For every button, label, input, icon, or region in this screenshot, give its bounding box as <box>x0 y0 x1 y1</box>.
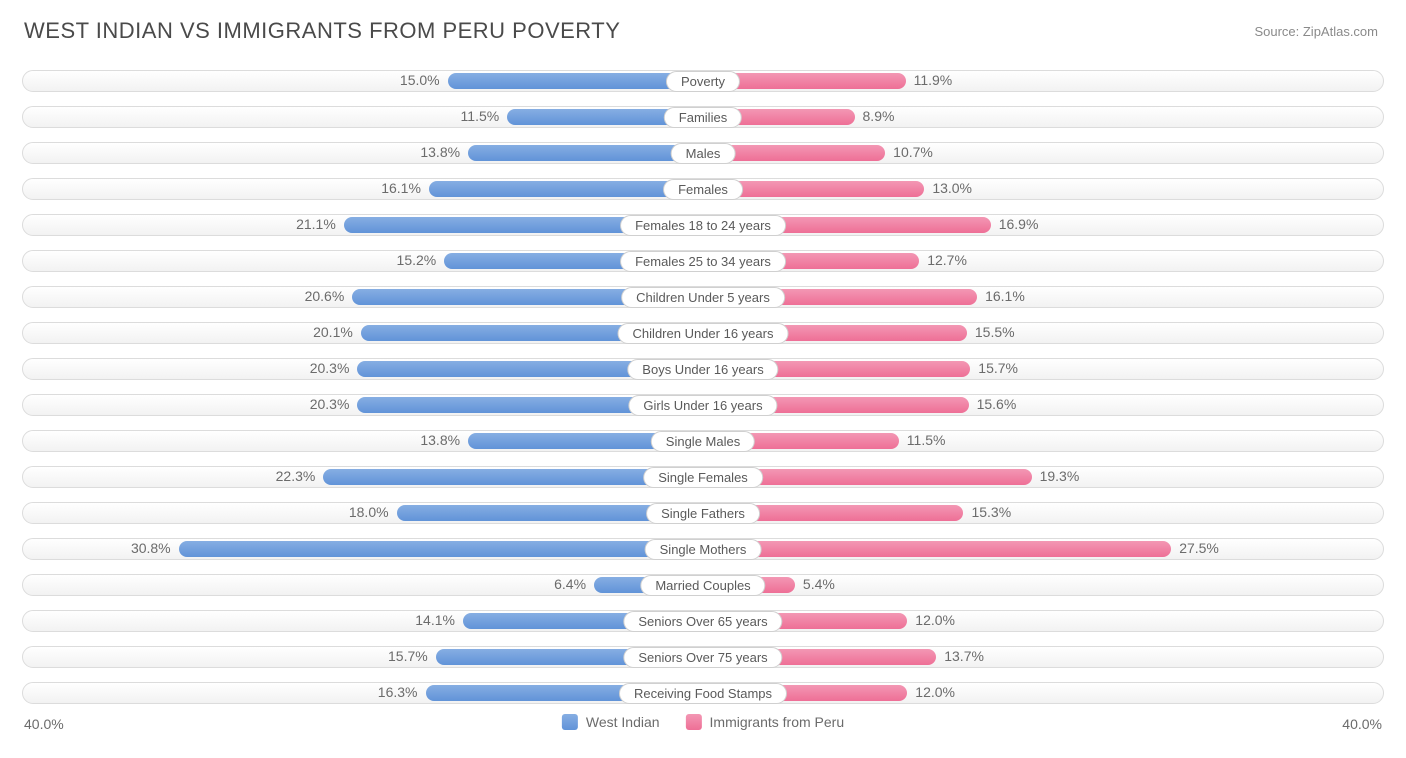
value-right: 16.9% <box>999 216 1039 232</box>
category-label: Single Fathers <box>646 503 760 524</box>
chart-row: 15.0% 11.9% Poverty <box>22 64 1384 96</box>
category-label: Females 18 to 24 years <box>620 215 786 236</box>
chart-row: 20.3% 15.6% Girls Under 16 years <box>22 388 1384 420</box>
value-right: 19.3% <box>1040 468 1080 484</box>
value-right: 15.5% <box>975 324 1015 340</box>
source-attribution: Source: ZipAtlas.com <box>1254 24 1378 39</box>
chart-container: WEST INDIAN VS IMMIGRANTS FROM PERU POVE… <box>0 0 1406 758</box>
chart-area: 15.0%11.9%Poverty11.5%8.9%Families13.8%1… <box>22 64 1384 700</box>
legend: West Indian Immigrants from Peru <box>562 714 844 730</box>
source-name: ZipAtlas.com <box>1303 24 1378 39</box>
chart-row: 22.3% 19.3% Single Females <box>22 460 1384 492</box>
legend-item-immigrants-peru: Immigrants from Peru <box>686 714 845 730</box>
value-right: 12.0% <box>915 612 955 628</box>
value-right: 12.7% <box>927 252 967 268</box>
value-left: 6.4% <box>554 576 586 592</box>
category-label: Receiving Food Stamps <box>619 683 787 704</box>
category-label: Boys Under 16 years <box>627 359 778 380</box>
category-label: Children Under 5 years <box>621 287 785 308</box>
category-label: Families <box>664 107 742 128</box>
bar-immigrants-peru <box>703 541 1171 557</box>
value-right: 12.0% <box>915 684 955 700</box>
chart-row: 30.8% 27.5% Single Mothers <box>22 532 1384 564</box>
value-right: 13.0% <box>932 180 972 196</box>
chart-row: 15.2% 12.7% Females 25 to 34 years <box>22 244 1384 276</box>
category-label: Poverty <box>666 71 740 92</box>
chart-row: 16.1% 13.0% Females <box>22 172 1384 204</box>
value-right: 8.9% <box>863 108 895 124</box>
value-left: 20.6% <box>305 288 345 304</box>
legend-item-west-indian: West Indian <box>562 714 660 730</box>
value-right: 11.5% <box>907 432 946 448</box>
value-left: 16.3% <box>378 684 418 700</box>
chart-row: 20.6% 16.1% Children Under 5 years <box>22 280 1384 312</box>
category-label: Single Males <box>651 431 755 452</box>
value-left: 14.1% <box>415 612 455 628</box>
category-label: Children Under 16 years <box>618 323 789 344</box>
value-right: 27.5% <box>1179 540 1219 556</box>
category-label: Seniors Over 65 years <box>623 611 782 632</box>
axis-max-right: 40.0% <box>1342 716 1382 732</box>
value-left: 20.3% <box>310 396 350 412</box>
category-label: Single Females <box>643 467 763 488</box>
category-label: Single Mothers <box>645 539 762 560</box>
chart-row: 13.8% 10.7% Males <box>22 136 1384 168</box>
bar-west-indian <box>429 181 703 197</box>
value-left: 18.0% <box>349 504 389 520</box>
chart-row: 13.8% 11.5% Single Males <box>22 424 1384 456</box>
value-right: 10.7% <box>893 144 933 160</box>
legend-swatch-blue <box>562 714 578 730</box>
category-label: Males <box>671 143 736 164</box>
chart-footer: 40.0% 40.0% West Indian Immigrants from … <box>22 714 1384 740</box>
category-label: Girls Under 16 years <box>628 395 777 416</box>
value-left: 20.1% <box>313 324 353 340</box>
axis-max-left: 40.0% <box>24 716 64 732</box>
value-right: 11.9% <box>914 72 953 88</box>
value-left: 30.8% <box>131 540 171 556</box>
chart-title: WEST INDIAN VS IMMIGRANTS FROM PERU POVE… <box>24 18 620 44</box>
value-left: 16.1% <box>381 180 421 196</box>
value-left: 20.3% <box>310 360 350 376</box>
value-left: 15.2% <box>397 252 437 268</box>
value-right: 13.7% <box>944 648 984 664</box>
chart-row: 14.1% 12.0% Seniors Over 65 years <box>22 604 1384 636</box>
bar-west-indian <box>468 145 703 161</box>
value-right: 5.4% <box>803 576 835 592</box>
category-label: Seniors Over 75 years <box>623 647 782 668</box>
value-left: 21.1% <box>296 216 336 232</box>
chart-row: 16.3% 12.0% Receiving Food Stamps <box>22 676 1384 708</box>
value-right: 15.3% <box>971 504 1011 520</box>
chart-row: 20.1% 15.5% Children Under 16 years <box>22 316 1384 348</box>
value-right: 15.6% <box>977 396 1017 412</box>
chart-row: 21.1% 16.9% Females 18 to 24 years <box>22 208 1384 240</box>
bar-west-indian <box>179 541 703 557</box>
legend-label: West Indian <box>586 714 660 730</box>
category-label: Married Couples <box>640 575 765 596</box>
value-right: 15.7% <box>978 360 1018 376</box>
value-left: 15.7% <box>388 648 428 664</box>
value-left: 13.8% <box>420 432 460 448</box>
chart-row: 6.4% 5.4% Married Couples <box>22 568 1384 600</box>
source-prefix: Source: <box>1254 24 1302 39</box>
legend-swatch-pink <box>686 714 702 730</box>
value-right: 16.1% <box>985 288 1025 304</box>
value-left: 22.3% <box>276 468 316 484</box>
value-left: 11.5% <box>461 108 500 124</box>
chart-row: 15.7% 13.7% Seniors Over 75 years <box>22 640 1384 672</box>
value-left: 15.0% <box>400 72 440 88</box>
legend-label: Immigrants from Peru <box>710 714 845 730</box>
chart-row: 11.5% 8.9% Families <box>22 100 1384 132</box>
bar-west-indian <box>448 73 703 89</box>
chart-row: 18.0% 15.3% Single Fathers <box>22 496 1384 528</box>
chart-row: 20.3% 15.7% Boys Under 16 years <box>22 352 1384 384</box>
value-left: 13.8% <box>420 144 460 160</box>
category-label: Females 25 to 34 years <box>620 251 786 272</box>
category-label: Females <box>663 179 743 200</box>
